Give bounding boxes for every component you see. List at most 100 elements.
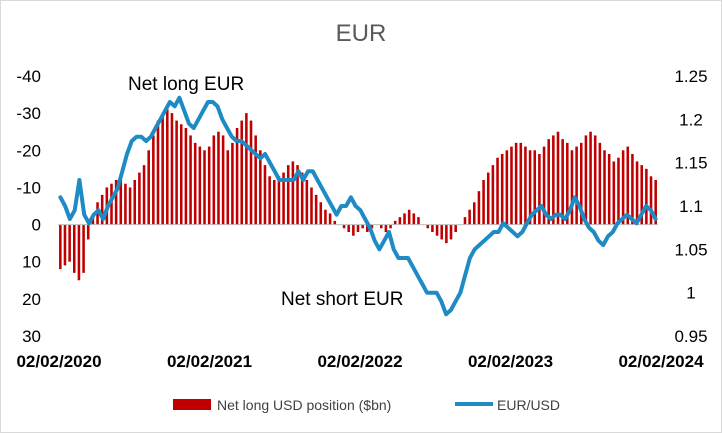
right-tick-label: 0.95 [674,327,707,346]
eurusd-line [58,95,658,317]
bar [77,224,81,281]
bar [533,150,537,225]
bar [324,209,327,225]
bar [207,146,211,225]
bar [314,194,318,225]
bar [542,146,546,225]
bar [640,165,643,225]
bar [305,180,309,225]
right-tick-label: 1.1 [679,197,703,216]
bar [500,154,504,225]
left-tick-label: 10 [22,253,41,272]
left-tick-label: 0 [32,216,41,235]
bar [454,224,457,232]
bar [221,135,225,225]
bar [347,224,350,232]
bar [342,224,346,229]
bar [240,120,243,225]
bar [231,142,234,225]
bar [286,165,290,225]
legend-swatch-bars [173,399,211,410]
right-tick-label: 1.25 [674,67,707,86]
bar [514,142,518,225]
annotation-net-long: Net long EUR [128,74,244,95]
bar [366,224,369,232]
bar [254,135,257,225]
bar [100,194,104,225]
bar [593,135,597,225]
bar [203,150,206,225]
bar [538,154,541,225]
x-tick-label: 02/02/2024 [618,352,704,371]
bar [370,224,374,229]
line-layer [58,95,658,317]
bar [361,224,364,229]
bar [63,224,67,266]
bar [519,142,523,225]
bar [440,224,443,240]
bar [556,131,560,225]
bar [389,224,392,229]
bar [528,150,532,225]
bar [445,224,448,244]
bar [491,165,495,225]
bar [319,202,323,225]
bar [566,142,569,225]
bar [612,161,616,225]
bar [547,139,550,225]
bar [496,157,499,225]
bar [407,209,411,225]
bar [156,120,160,225]
bar [431,224,434,232]
x-axis: 02/02/2020 02/02/2021 02/02/2022 02/02/2023… [16,352,704,371]
bar [631,154,634,225]
bar [147,150,150,225]
bar [584,135,588,225]
bar [291,161,295,225]
bar [170,113,174,225]
left-tick-label: -40 [16,67,41,86]
bar [268,176,271,225]
bar [524,146,527,225]
bar [649,176,653,225]
chart-title: EUR [336,20,387,47]
bar [273,180,276,225]
bar [417,217,420,225]
bar [463,217,467,225]
right-tick-label: 1 [686,284,695,303]
right-tick-label: 1.05 [674,240,707,259]
bar [245,113,248,225]
bar [379,224,383,229]
bar [128,187,132,225]
bar [575,146,578,225]
x-tick-label: 02/02/2022 [317,352,402,371]
bar [654,180,657,225]
bar [570,150,574,225]
bar [161,113,164,225]
bar [263,165,267,225]
bar [598,142,602,225]
bar [468,209,471,225]
bar [212,135,216,225]
bar [328,213,332,225]
left-tick-label: -10 [16,178,41,197]
bar [398,217,402,225]
bar [296,165,299,225]
bar [235,128,239,225]
bar [589,131,592,225]
bar [352,224,355,236]
bar [133,180,137,225]
bar [510,146,513,225]
bar [477,191,481,225]
bar [110,183,113,225]
left-tick-label: 20 [22,290,41,309]
bar [91,217,95,225]
bar [114,180,118,225]
left-tick-label: -30 [16,104,41,123]
left-tick-label: -20 [16,141,41,160]
bar [645,168,648,225]
bar [86,224,90,240]
bar [482,180,485,225]
